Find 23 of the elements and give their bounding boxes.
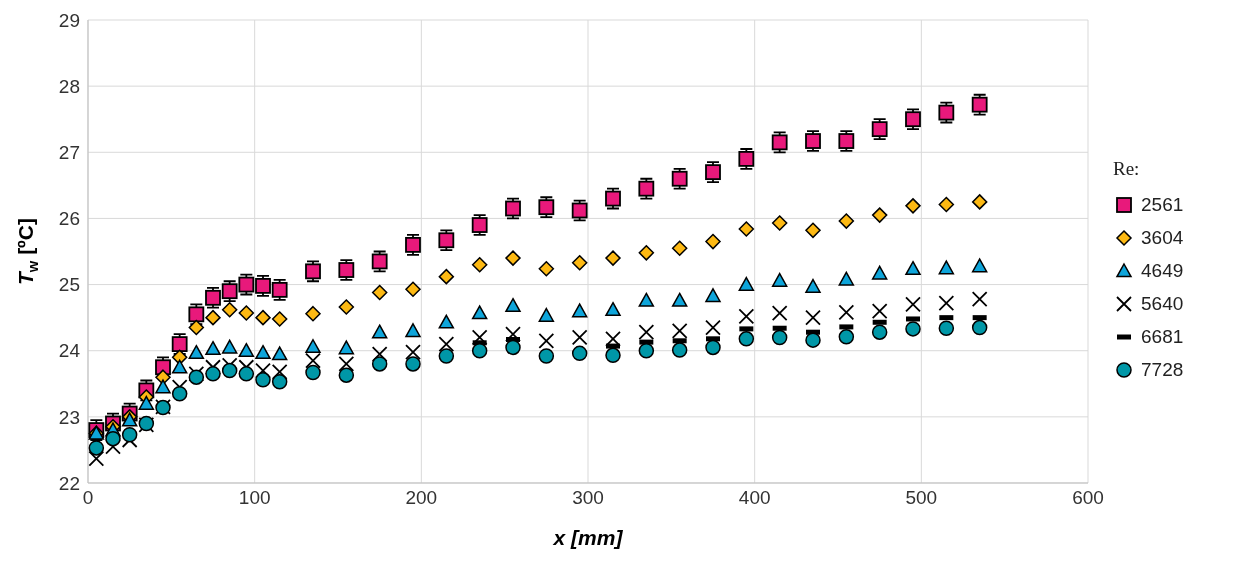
x-axis-title: x [mm] xyxy=(552,526,624,549)
legend-label: 4649 xyxy=(1141,259,1184,282)
y-tick-label: 26 xyxy=(58,208,80,230)
y-tick-label: 28 xyxy=(58,75,80,97)
y-tick-label: 29 xyxy=(58,9,80,31)
x-tick-label: 100 xyxy=(238,487,271,509)
legend-label: 3604 xyxy=(1141,226,1184,249)
x-tick-label: 600 xyxy=(1072,487,1104,509)
legend-title: Re: xyxy=(1113,158,1141,180)
legend-label: 6681 xyxy=(1141,325,1184,348)
x-tick-label: 400 xyxy=(738,487,771,509)
legend-label: 5640 xyxy=(1141,292,1184,315)
x-tick-label: 500 xyxy=(905,487,938,509)
y-tick-label: 23 xyxy=(58,406,80,428)
legend-label: 2561 xyxy=(1141,193,1184,216)
y-tick-label: 24 xyxy=(58,340,81,362)
y-tick-label: 25 xyxy=(58,274,80,296)
x-tick-label: 300 xyxy=(572,487,604,509)
y-tick-label: 22 xyxy=(58,472,80,494)
x-tick-label: 0 xyxy=(82,487,94,509)
x-tick-label: 200 xyxy=(405,487,438,509)
legend-label: 7728 xyxy=(1141,358,1184,381)
y-tick-label: 27 xyxy=(58,142,80,164)
